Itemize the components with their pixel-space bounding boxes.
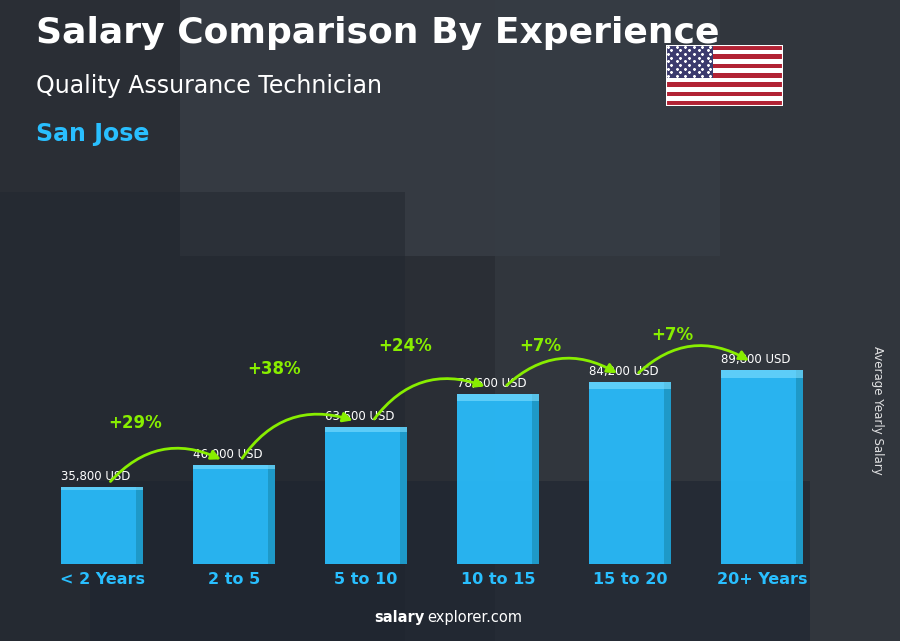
Text: +24%: +24% — [379, 337, 433, 356]
Bar — [666, 73, 783, 78]
Bar — [664, 382, 670, 564]
Bar — [666, 45, 713, 78]
Bar — [666, 87, 783, 92]
Bar — [325, 427, 407, 564]
Bar — [666, 45, 783, 49]
Text: 35,800 USD: 35,800 USD — [60, 470, 130, 483]
Text: 46,000 USD: 46,000 USD — [193, 447, 262, 461]
Text: +38%: +38% — [247, 360, 301, 378]
Bar — [0, 192, 405, 641]
Text: Salary Comparison By Experience: Salary Comparison By Experience — [36, 16, 719, 50]
Text: 63,500 USD: 63,500 USD — [325, 410, 394, 423]
Bar — [180, 0, 720, 256]
Text: Quality Assurance Technician: Quality Assurance Technician — [36, 74, 382, 97]
Bar — [325, 427, 407, 432]
Bar — [666, 92, 783, 96]
Bar — [136, 487, 143, 564]
Bar — [721, 370, 803, 378]
Bar — [666, 49, 783, 54]
Text: +29%: +29% — [108, 414, 162, 432]
Bar — [495, 0, 900, 641]
Bar — [666, 69, 783, 73]
Bar — [457, 394, 539, 564]
Bar — [532, 394, 539, 564]
Bar — [666, 82, 783, 87]
Bar — [61, 487, 143, 490]
Bar — [194, 465, 274, 469]
Bar — [666, 96, 783, 101]
Bar — [400, 427, 407, 564]
Text: 89,800 USD: 89,800 USD — [721, 353, 790, 366]
Bar — [666, 54, 783, 59]
Bar — [590, 382, 670, 564]
Text: +7%: +7% — [519, 337, 562, 354]
Text: 78,600 USD: 78,600 USD — [456, 377, 526, 390]
Bar — [721, 370, 803, 564]
Bar — [666, 59, 783, 63]
Bar — [590, 382, 670, 389]
Bar — [61, 487, 143, 564]
Text: salary: salary — [374, 610, 425, 625]
Bar — [666, 63, 783, 69]
Bar — [666, 78, 783, 82]
Bar — [457, 394, 539, 401]
Bar — [194, 465, 274, 564]
Text: 84,200 USD: 84,200 USD — [589, 365, 658, 378]
Bar — [666, 101, 783, 106]
Text: explorer.com: explorer.com — [428, 610, 523, 625]
Text: +7%: +7% — [652, 326, 693, 344]
Text: San Jose: San Jose — [36, 122, 149, 146]
Bar — [796, 370, 803, 564]
Text: Average Yearly Salary: Average Yearly Salary — [871, 346, 884, 474]
Bar — [268, 465, 274, 564]
Bar — [90, 481, 810, 641]
